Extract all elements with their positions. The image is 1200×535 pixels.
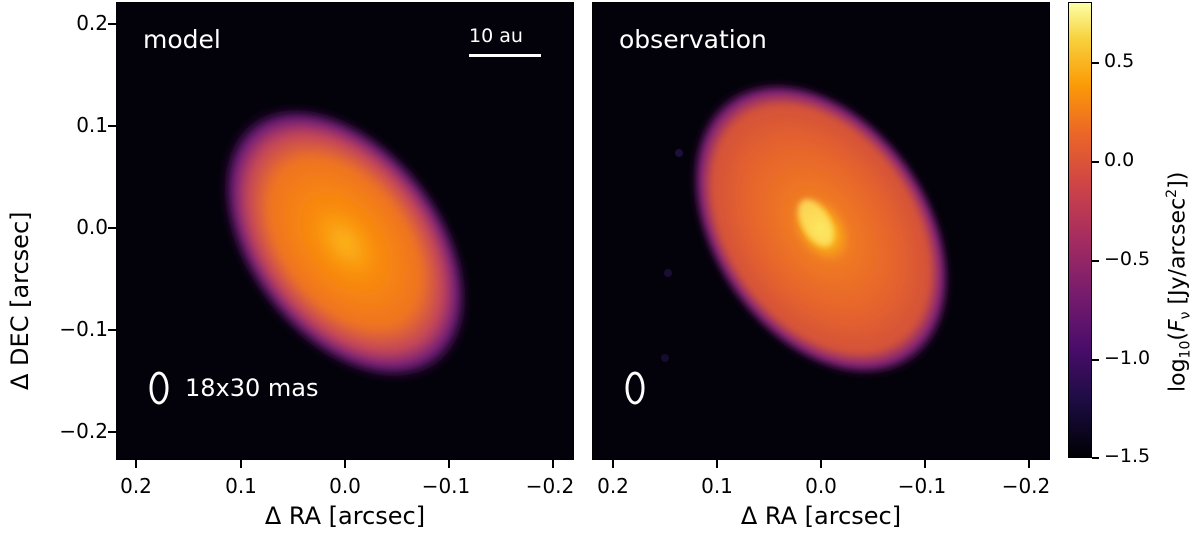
colorbar-label: log10(Fν [Jy/arcsec2]) [1164,171,1194,392]
x-tick-label: 0.0 [805,474,837,498]
x-tick-label: −0.1 [421,474,471,498]
colorbar-tick-label: 0.0 [1104,149,1135,171]
x-tick [135,460,137,468]
x-tick-label: −0.2 [525,474,575,498]
y-tick-label: 0.2 [76,11,108,35]
observation-panel: observation [592,2,1050,460]
x-tick-label: 0.0 [329,474,361,498]
y-tick-label: 0.1 [76,113,108,137]
colorbar-tick-label: 0.5 [1104,50,1135,72]
observation-disk-image [625,79,953,405]
x-tick-label: 0.1 [701,474,733,498]
beam-ellipse [149,371,169,405]
x-tick [552,460,554,468]
model-panel: model 10 au 18x30 mas [116,2,574,460]
observation-title: observation [619,25,767,54]
y-tick [108,431,116,433]
x-axis-label-left: Δ RA [arcsec] [264,502,426,530]
x-tick-label: −0.1 [897,474,947,498]
colorbar-tick [1092,260,1099,262]
y-tick [108,227,116,229]
model-title: model [143,25,221,54]
colorbar-tick [1092,457,1099,459]
x-tick-label: 0.2 [120,474,152,498]
colorbar-tick-label: −1.5 [1104,445,1151,467]
y-tick [108,329,116,331]
beam-ellipse [625,371,645,405]
x-tick [612,460,614,468]
scalebar-label: 10 au [469,25,523,47]
colorbar-tick [1092,62,1099,64]
x-tick [924,460,926,468]
beam-label: 18x30 mas [185,374,319,402]
colorbar [1068,2,1092,458]
colorbar-tick-label: −1.0 [1104,347,1151,369]
colorbar-tick [1092,359,1099,361]
x-tick-label: −0.2 [1001,474,1051,498]
x-tick [820,460,822,468]
x-tick-label: 0.2 [597,474,629,498]
y-tick [108,23,116,25]
y-tick [108,125,116,127]
x-tick [448,460,450,468]
colorbar-tick-label: −0.5 [1104,248,1151,270]
x-tick [1028,460,1030,468]
x-axis-label-right: Δ RA [arcsec] [740,502,902,530]
model-disk-image [149,104,471,405]
x-tick-label: 0.1 [225,474,257,498]
scalebar-line [469,54,541,57]
y-tick-label: −0.1 [59,317,108,341]
y-tick-label: −0.2 [59,419,108,443]
colorbar-tick [1092,161,1099,163]
y-tick-label: 0.0 [76,215,108,239]
x-tick [240,460,242,468]
x-tick [344,460,346,468]
x-tick [716,460,718,468]
